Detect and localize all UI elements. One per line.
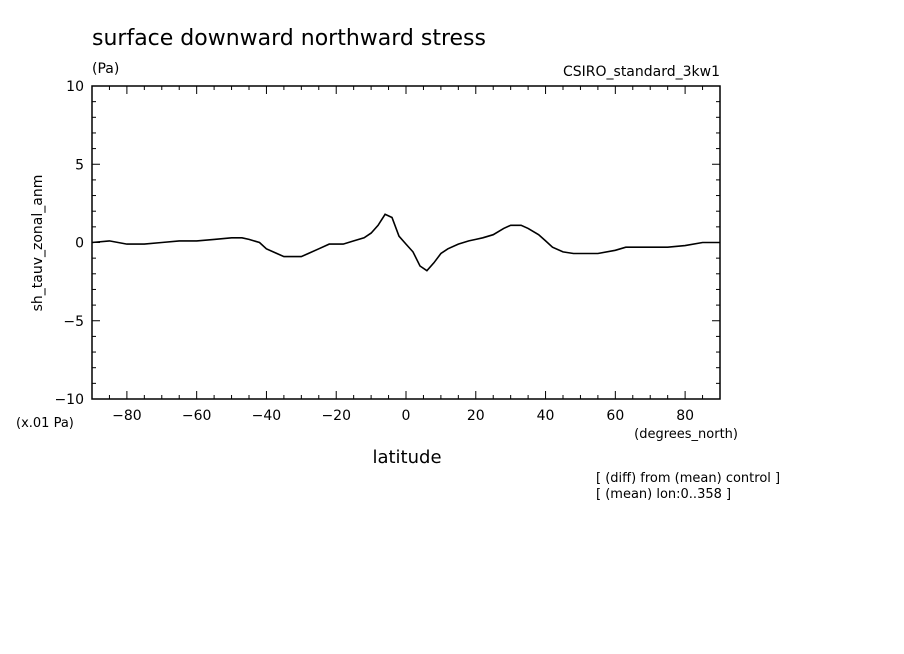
x-tick-label: −60 bbox=[182, 408, 212, 424]
y-tick-label: 0 bbox=[75, 236, 84, 252]
y-tick-label: 5 bbox=[75, 157, 84, 173]
x-tick-label: −20 bbox=[321, 408, 351, 424]
note-diff: [ (diff) from (mean) control ] bbox=[596, 471, 780, 486]
units-label: (Pa) bbox=[92, 61, 119, 77]
x-tick-label: 0 bbox=[402, 408, 411, 424]
y-tick-label: −10 bbox=[54, 392, 84, 408]
model-label: CSIRO_standard_3kw1 bbox=[563, 64, 720, 80]
y-axis-ticks: −10 −5 0 5 10 bbox=[54, 79, 720, 408]
x-tick-label: −40 bbox=[252, 408, 282, 424]
y-tick-label: −5 bbox=[63, 314, 84, 330]
x-tick-label: 20 bbox=[467, 408, 485, 424]
series-line bbox=[91, 213, 720, 272]
x-axis-label: latitude bbox=[372, 447, 441, 468]
x-units-label: (degrees_north) bbox=[634, 427, 738, 442]
y-axis-label: sh_tauv_zonal_anm bbox=[30, 175, 46, 312]
x-tick-label: −80 bbox=[112, 408, 142, 424]
y-scale-label: (x.01 Pa) bbox=[16, 416, 74, 431]
plot-axes bbox=[91, 85, 721, 400]
note-mean: [ (mean) lon:0..358 ] bbox=[596, 487, 731, 502]
x-tick-label: 80 bbox=[676, 408, 694, 424]
plot-frame bbox=[91, 85, 721, 400]
x-axis-ticks: −80 −60 −40 −20 0 20 40 60 80 bbox=[91, 86, 721, 424]
chart-title: surface downward northward stress bbox=[92, 26, 486, 51]
y-tick-label: 10 bbox=[66, 79, 84, 95]
x-tick-label: 40 bbox=[537, 408, 555, 424]
x-tick-label: 60 bbox=[606, 408, 624, 424]
